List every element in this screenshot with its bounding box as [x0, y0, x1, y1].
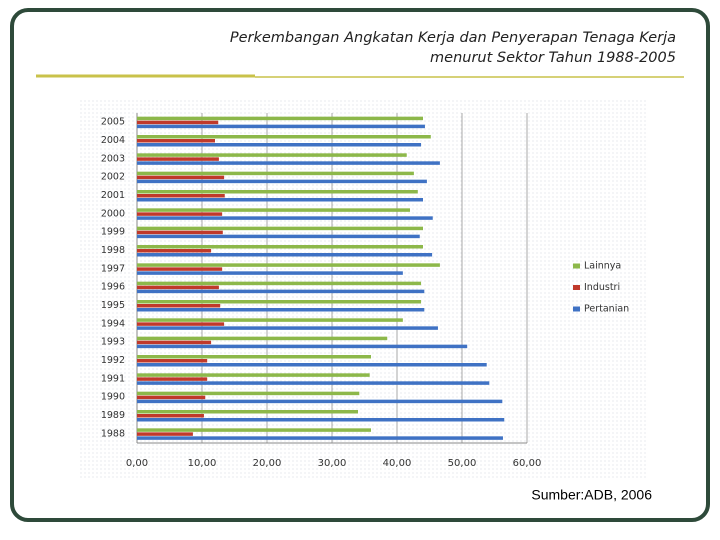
bar [137, 175, 225, 180]
y-tick-label: 1998 [101, 245, 125, 256]
bar [137, 271, 403, 275]
x-tick-label: 30,00 [318, 458, 347, 469]
bar [137, 212, 223, 216]
x-tick-label: 40,00 [383, 458, 412, 469]
y-tick-label: 1990 [101, 392, 125, 403]
bar [137, 336, 388, 341]
y-tick-label: 1999 [101, 227, 125, 238]
y-tick-label: 1992 [101, 355, 125, 366]
bar [137, 373, 370, 377]
bar [137, 198, 423, 202]
bar [137, 436, 503, 440]
bar [137, 281, 422, 286]
bar [137, 300, 422, 304]
y-tick-label: 2002 [101, 172, 125, 183]
legend-label: Lainnya [584, 261, 621, 272]
bar [137, 171, 414, 176]
y-tick-label: 1993 [101, 337, 125, 348]
legend-label: Pertanian [584, 304, 629, 315]
y-tick-label: 1997 [101, 263, 125, 274]
bar [137, 157, 219, 161]
bar [137, 143, 422, 147]
bar [137, 120, 219, 125]
bar [137, 194, 225, 198]
bar [137, 359, 208, 363]
bar [137, 340, 212, 345]
bar [137, 363, 487, 367]
x-tick-label: 50,00 [448, 458, 477, 469]
bar [137, 226, 423, 231]
y-tick-label: 2004 [101, 135, 125, 146]
bar [137, 377, 208, 381]
x-tick-label: 10,00 [188, 458, 217, 469]
y-tick-label: 2000 [101, 208, 125, 219]
bar [137, 428, 371, 432]
legend-swatch [573, 306, 580, 312]
bar [137, 161, 440, 165]
y-tick-label: 1994 [101, 318, 125, 329]
y-tick-label: 1995 [101, 300, 125, 311]
bar [137, 234, 420, 239]
bar [137, 139, 215, 143]
chart-title: Perkembangan Angkatan Kerja dan Penyerap… [230, 30, 676, 46]
source-note: Sumber:ADB, 2006 [531, 487, 652, 503]
bar [137, 285, 219, 290]
bar [137, 135, 431, 139]
y-tick-label: 2003 [101, 153, 125, 164]
bar [137, 116, 423, 121]
bar [137, 318, 403, 322]
y-tick-label: 2001 [101, 190, 125, 201]
bar [137, 190, 418, 194]
legend-swatch [573, 285, 580, 290]
bar [137, 304, 221, 308]
legend-swatch [573, 263, 580, 269]
legend-label: Industri [584, 282, 620, 293]
x-tick-label: 60,00 [513, 458, 542, 469]
bar [137, 344, 468, 349]
bar [137, 230, 223, 235]
bar [137, 216, 433, 220]
bar [137, 410, 358, 414]
bar [137, 391, 360, 396]
x-tick-label: 0,00 [126, 458, 148, 469]
bar [137, 208, 410, 212]
bar [137, 355, 371, 359]
y-tick-label: 1988 [101, 428, 125, 439]
y-tick-label: 2005 [101, 117, 125, 128]
bar [137, 399, 503, 404]
bar [137, 322, 225, 326]
bar [137, 432, 193, 436]
chart-subtitle: menurut Sektor Tahun 1988-2005 [430, 50, 676, 66]
bar [137, 249, 212, 253]
bar [137, 253, 433, 257]
bar [137, 395, 206, 400]
bar [137, 263, 440, 267]
bar [137, 124, 425, 129]
x-tick-label: 20,00 [253, 458, 282, 469]
bar [137, 418, 505, 422]
y-tick-label: 1991 [101, 373, 125, 384]
bar [137, 289, 425, 294]
bar [137, 308, 425, 312]
bar [137, 414, 204, 418]
bar [137, 267, 223, 271]
bar [137, 179, 427, 184]
y-tick-label: 1989 [101, 410, 125, 421]
bar [137, 381, 490, 385]
bar [137, 153, 407, 157]
bar [137, 245, 423, 249]
y-tick-label: 1996 [101, 282, 125, 293]
bar [137, 326, 438, 330]
